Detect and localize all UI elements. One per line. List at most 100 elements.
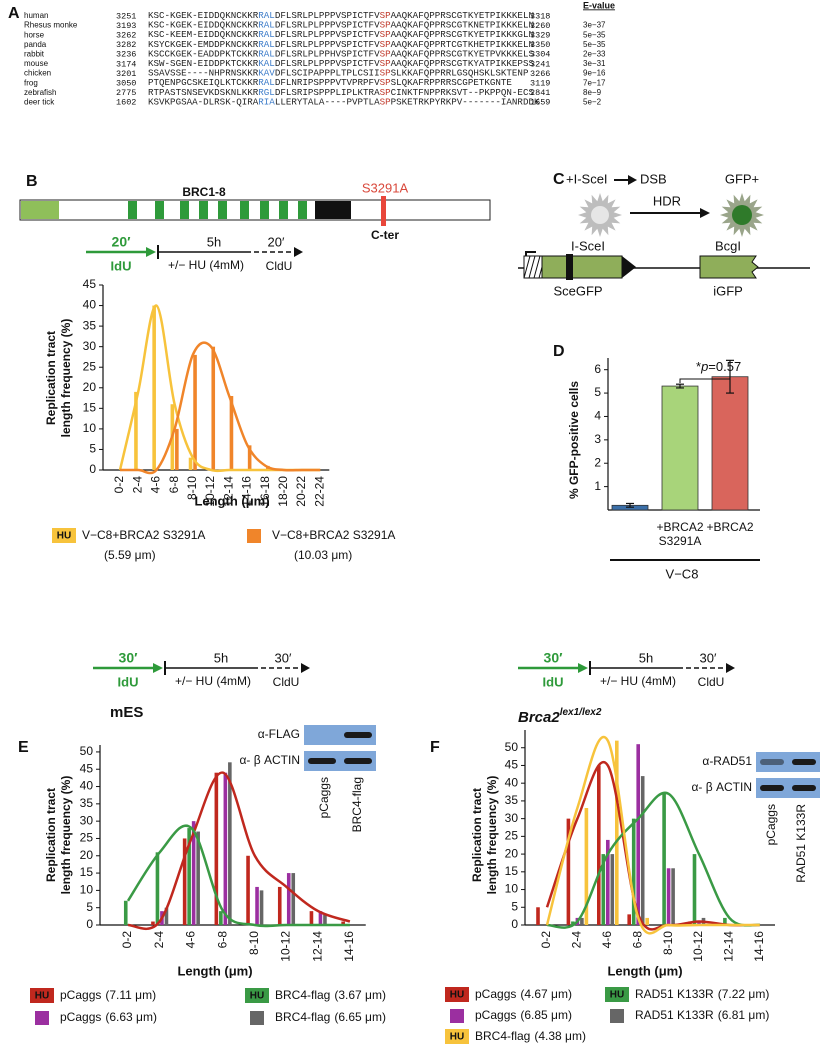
y-tick-label: 15 bbox=[505, 864, 519, 878]
legend-label: pCaggs (6.85 μm) bbox=[475, 1008, 572, 1022]
bar bbox=[610, 854, 615, 925]
blot-band bbox=[308, 758, 336, 764]
legend-name: pCaggs bbox=[475, 987, 516, 1001]
sequence-segment: RAL bbox=[258, 49, 275, 60]
fit-curve bbox=[126, 824, 350, 928]
bar bbox=[175, 428, 179, 470]
evalue: 5e−35 bbox=[583, 30, 606, 39]
legend-mean: (7.11 μm) bbox=[105, 988, 156, 1002]
panel-letter: E bbox=[18, 739, 29, 756]
n-term-domain bbox=[21, 201, 59, 219]
sequence-segment: SP bbox=[380, 10, 392, 21]
sequence-segment: DFLSCIPAPPPLTPLCSII bbox=[275, 68, 380, 79]
sequence-segment: RIA bbox=[258, 97, 275, 108]
legend-name: RAD51 K133R bbox=[635, 1008, 714, 1022]
bar bbox=[671, 868, 675, 925]
y-tick-label: 3 bbox=[594, 432, 601, 446]
donor: iGFP bbox=[713, 283, 743, 298]
bar bbox=[580, 917, 584, 925]
sequence-segment: SP bbox=[380, 39, 392, 50]
annotation-part: * bbox=[696, 359, 701, 374]
bar bbox=[123, 900, 128, 925]
y-axis-label: Replication tract bbox=[44, 788, 58, 882]
species: frog bbox=[24, 78, 38, 87]
x-tick-label: 6-8 bbox=[167, 476, 181, 494]
sequence-segment: KSC-KEEM-EIDDQKNCKKR bbox=[148, 30, 259, 41]
y-axis-label: length frequency (%) bbox=[59, 319, 73, 438]
evalue: 2e−33 bbox=[583, 50, 606, 59]
species: rabbit bbox=[24, 50, 45, 59]
legend-name: pCaggs bbox=[475, 1008, 516, 1022]
sequence-segment: AAQKAFQPPRSCGTKYETPIKKKGLN bbox=[391, 30, 534, 41]
title-base: Brca2 bbox=[518, 709, 560, 726]
bar bbox=[666, 868, 671, 925]
arrow-head bbox=[628, 175, 637, 185]
y-tick-label: 0 bbox=[511, 917, 518, 931]
sequence: RTPASTSNSEVKDSKNLKKRRGLDFLSRIPSPPPLIPLKT… bbox=[148, 87, 534, 98]
arrow-head bbox=[578, 663, 588, 673]
fit-curve bbox=[120, 341, 321, 475]
x-tick-label: +BRCA2 S3291A bbox=[656, 520, 704, 548]
bar bbox=[188, 457, 193, 470]
y-axis-label: length frequency (%) bbox=[485, 776, 499, 895]
y-tick-label: 30 bbox=[80, 813, 94, 827]
sequence-segment: DFLSRLPLPPHVSPICTFV bbox=[275, 49, 380, 60]
arrow-head bbox=[301, 663, 310, 673]
y-tick-label: 15 bbox=[80, 865, 94, 879]
y-tick-label: 40 bbox=[505, 775, 519, 789]
x-tick-label: 10-12 bbox=[279, 931, 293, 962]
x-tick-label: 8-10 bbox=[661, 931, 675, 955]
chase-time: 5h bbox=[639, 650, 653, 665]
legend-badge bbox=[52, 528, 76, 543]
treatment: +/− HU (4mM) bbox=[168, 258, 244, 272]
sequence-segment: SP bbox=[380, 20, 392, 31]
sequence: KSW-SGEN-EIDDPKTCKKRKALDFLSRLPLPPPVSPICT… bbox=[148, 58, 534, 69]
evalue: 7e−17 bbox=[583, 78, 606, 87]
sequence-segment: KAV bbox=[258, 68, 275, 79]
y-axis-label: Replication tract bbox=[470, 788, 484, 882]
blot-band bbox=[760, 785, 784, 791]
panel-letter: C bbox=[553, 171, 565, 188]
bar bbox=[196, 831, 200, 925]
species: chicken bbox=[24, 69, 51, 78]
y-tick-label: 5 bbox=[89, 442, 96, 456]
sequence-segment: CINKTFNPPRKSVT--PKPPQN-ECS bbox=[391, 87, 535, 98]
title-sup: lex1/lex2 bbox=[560, 707, 602, 718]
seq-end: 3260 bbox=[530, 21, 550, 31]
seq-end: 1659 bbox=[530, 98, 550, 108]
species: human bbox=[24, 11, 48, 20]
y-tick-label: 25 bbox=[505, 829, 519, 843]
x-tick-label: 8-10 bbox=[247, 931, 261, 955]
sequence-segment: SP bbox=[380, 97, 392, 108]
treatment: +/− HU (4mM) bbox=[175, 674, 251, 688]
legend-swatch bbox=[247, 529, 261, 543]
x-tick-label: 14-16 bbox=[240, 476, 254, 507]
x-tick-label: 12-14 bbox=[221, 476, 235, 507]
y-tick-label: 0 bbox=[89, 462, 96, 476]
sequence-segment: AAQKAFQPPRTCGTKHETPIKKKELN bbox=[391, 39, 534, 50]
y-tick-label: 10 bbox=[80, 883, 94, 897]
panel-letter: D bbox=[553, 343, 565, 360]
legend-swatch bbox=[450, 1009, 464, 1023]
legend-badge-text: HU bbox=[450, 1032, 464, 1043]
seq-end: 3350 bbox=[530, 40, 550, 50]
x-tick-label: 2-4 bbox=[570, 931, 584, 949]
bar bbox=[151, 921, 155, 925]
legend-name: pCaggs bbox=[60, 1010, 101, 1024]
blot-box bbox=[304, 725, 376, 745]
y-tick-label: 30 bbox=[505, 811, 519, 825]
sequence-segment: DFLSRLPLPPPVSPICTFV bbox=[275, 10, 380, 21]
brc-repeat bbox=[279, 201, 288, 219]
seq-end: 3329 bbox=[530, 30, 550, 40]
domain-label: BRC1-8 bbox=[182, 185, 226, 199]
blot-label: α-RAD51 bbox=[702, 754, 752, 768]
arrow-head bbox=[146, 247, 156, 257]
y-tick-label: 20 bbox=[83, 380, 97, 394]
sequence-segment: AAQKAFQPPRSCGTKYETPVKKKELS bbox=[391, 49, 535, 60]
pulse-label: CldU bbox=[273, 675, 300, 689]
brc-repeat bbox=[218, 201, 227, 219]
pulse-label: IdU bbox=[111, 258, 132, 273]
sequence: KSYCKGEK-EMDDPKNCKKRRALDFLSRLPLPPPVSPICT… bbox=[148, 39, 534, 50]
arrow-head bbox=[294, 247, 303, 257]
